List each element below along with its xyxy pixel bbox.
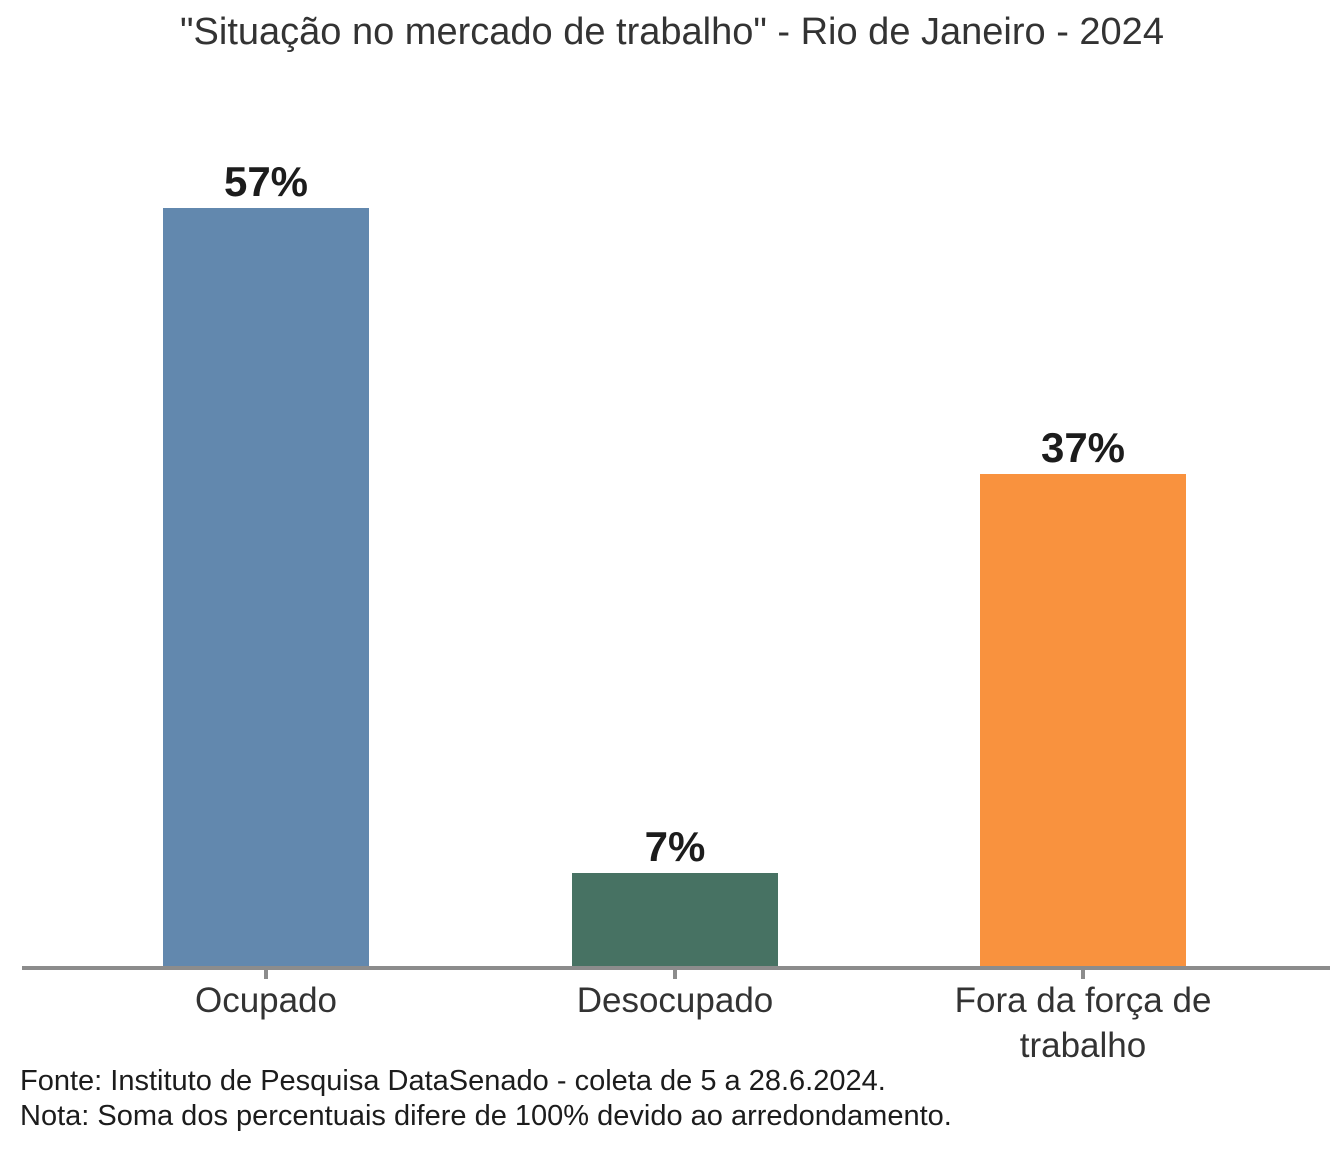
bar-fora-da-forca-de-trabalho: [980, 474, 1186, 966]
x-axis-label-ocupado: Ocupado: [194, 981, 338, 1020]
rounding-note: Nota: Soma dos percentuais difere de 100…: [20, 1100, 952, 1132]
x-axis-label-fora-da-forca-de-trabalho: Fora da força de trabalho: [954, 981, 1212, 1065]
bar-value-label-fora-da-forca-de-trabalho: 37%: [1040, 424, 1126, 471]
x-tick-fora-da-forca-de-trabalho: [1081, 970, 1085, 979]
x-axis-label-desocupado: Desocupado: [576, 981, 774, 1020]
x-tick-ocupado: [264, 970, 268, 979]
footnotes: Fonte: Instituto de Pesquisa DataSenado …: [20, 1064, 952, 1134]
x-axis-line: [22, 966, 1330, 970]
bar-value-label-desocupado: 7%: [644, 823, 706, 870]
x-tick-desocupado: [673, 970, 677, 979]
bar-value-label-ocupado: 57%: [223, 158, 309, 205]
chart-title: "Situação no mercado de trabalho" - Rio …: [180, 11, 1164, 53]
bar-desocupado: [572, 873, 778, 966]
bar-ocupado: [163, 208, 369, 966]
source-note: Fonte: Instituto de Pesquisa DataSenado …: [20, 1065, 886, 1097]
